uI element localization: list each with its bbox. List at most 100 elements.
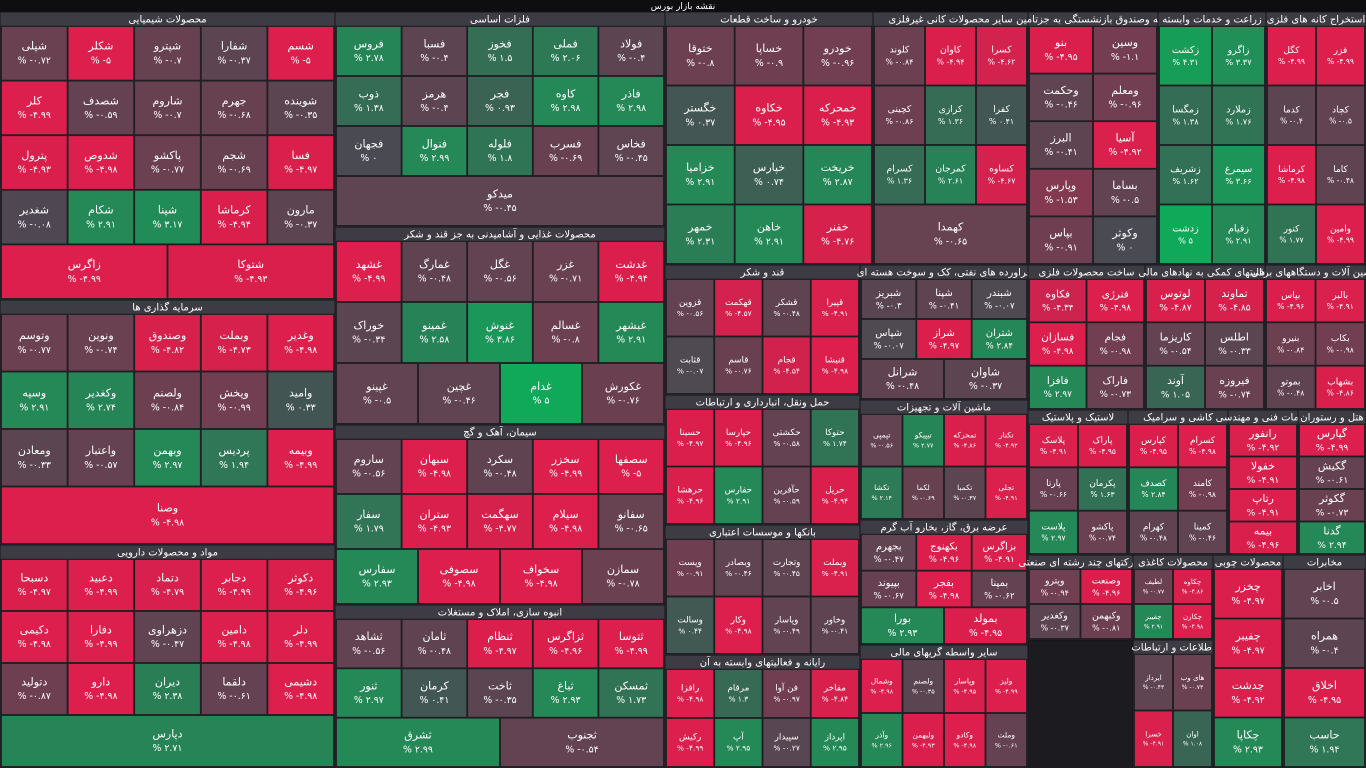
tile-value: ۲.۹۵ % xyxy=(726,744,750,753)
tile-symbol: کچاد xyxy=(1332,105,1349,115)
tile-symbol: وتوسم xyxy=(19,329,50,342)
tile-symbol: زمگسا xyxy=(1172,103,1199,115)
tile: بیمه ۴.۹۶- % xyxy=(1229,521,1297,554)
sector-header xyxy=(860,400,1028,414)
tile-rect xyxy=(1229,521,1297,554)
tile-value: ۰.۸۴- % xyxy=(151,402,184,413)
tile-rect xyxy=(1299,456,1365,489)
tile: ومعلم ۰.۹۶- % xyxy=(1093,73,1157,122)
tile-value: ۴.۹۸- % xyxy=(549,524,582,535)
tile-value: ۴.۸۶- % xyxy=(1182,588,1203,595)
tile-value: ۰.۴- % xyxy=(1310,645,1338,656)
tile-value: ۴.۹۸- % xyxy=(84,165,117,176)
tile-rect xyxy=(200,429,268,487)
tile-value: ۲.۹۱ % xyxy=(19,402,49,413)
tile-symbol: وصنعت xyxy=(1092,575,1121,586)
tile: رتاپ ۴.۹۱- % xyxy=(1229,489,1297,522)
tile: دکوثر ۴.۹۶- % xyxy=(267,559,334,611)
tile-rect xyxy=(200,26,268,81)
tile-rect xyxy=(1029,121,1093,169)
tile-rect xyxy=(1078,424,1127,468)
tile-rect xyxy=(336,363,418,424)
tile-rect xyxy=(985,713,1027,767)
tile-value: ۰.۶۶- % xyxy=(1040,490,1067,499)
tile-value: ۲.۹۸ % xyxy=(616,103,646,114)
tile-value: ۰.۴۶- % xyxy=(725,569,751,578)
tile: های وب ۰.۷۳- % xyxy=(1173,654,1212,711)
tile-value: ۱.۷۶ % xyxy=(1225,116,1251,126)
tile-value: ۴.۹۸- % xyxy=(151,517,184,528)
tile-value: ۴.۹۱- % xyxy=(995,494,1018,502)
tile-symbol: فاذر xyxy=(621,87,641,100)
tile: ثجنوب ۰.۵۴- % xyxy=(500,717,664,767)
sector: محصولات شیمیایی شسم ۵- % شفارا ۰.۳۷- % شپترو ۰… xyxy=(0,11,336,301)
tile: سفانو ۰.۶۵- % xyxy=(598,494,664,549)
tile: اخلاق ۴.۹۵- % xyxy=(1284,668,1365,718)
tile-value: ۴.۹۹- % xyxy=(677,744,703,753)
tile-rect xyxy=(1029,322,1087,366)
tile-rect xyxy=(1299,521,1365,554)
tile: فیروزه ۰.۷۴- % xyxy=(1205,365,1264,409)
tile-symbol: وپارس xyxy=(1046,179,1076,192)
tile: سفارس ۲.۹۳ % xyxy=(336,549,418,604)
tile-rect xyxy=(1229,424,1297,457)
sector-header xyxy=(665,265,860,279)
tile-symbol: ثنظام xyxy=(487,630,513,643)
tile-symbol: شاوان xyxy=(971,365,1000,378)
tile-symbol: سیلام xyxy=(553,508,579,521)
tile-value: ۴.۹۸- % xyxy=(725,626,751,635)
sector-name: خدمات فنی و مهندسی xyxy=(1216,413,1311,424)
tile-symbol: خفنر xyxy=(826,221,849,234)
tile-rect xyxy=(1,611,68,663)
tile: فخاس ۰.۴۵- % xyxy=(598,126,664,176)
sector: ساخت محصولات فلزی فنرژی ۴.۹۸- % فکاوه ۴.۳۴- … xyxy=(1027,264,1146,411)
tile: بشهاب ۴.۸۶- % xyxy=(1315,365,1365,409)
tile-symbol: شجم xyxy=(222,149,246,162)
tile-rect xyxy=(666,26,735,86)
sector-header xyxy=(1228,410,1298,424)
tile-rect xyxy=(267,371,334,429)
tile-symbol: سکرد xyxy=(487,453,513,466)
tile: وسین ۱.۱- % xyxy=(1093,26,1157,74)
tile-value: ۰.۶۹- % xyxy=(549,153,582,164)
tile-rect xyxy=(1080,604,1132,639)
tile-symbol: ثزاگرس xyxy=(547,630,584,643)
tile-symbol: همراه xyxy=(1311,630,1338,643)
tile-rect xyxy=(336,668,402,718)
tile-symbol: زقیام xyxy=(1228,223,1249,234)
sector-header xyxy=(873,12,1028,26)
tile-value: ۰.۸۴- % xyxy=(1277,345,1304,354)
tile: میدکو ۰.۴۵- % xyxy=(336,176,664,226)
tile-symbol: سفار xyxy=(356,508,380,521)
sector-header xyxy=(665,655,860,669)
tile-rect xyxy=(598,241,664,302)
tile-value: ۰.۹۹- % xyxy=(217,402,250,413)
tile-rect xyxy=(714,539,763,597)
tile-rect xyxy=(762,336,811,394)
tile-rect xyxy=(1078,510,1127,554)
tile-value: ۴.۹۵- % xyxy=(969,628,1002,639)
tile: دارو ۴.۹۸- % xyxy=(67,663,135,715)
tile-symbol: سفانو xyxy=(617,508,645,521)
sector-header xyxy=(335,425,665,439)
tile: فلوله ۱.۸ % xyxy=(467,126,533,176)
tile-symbol: وپترو xyxy=(1044,575,1065,586)
tile-rect xyxy=(666,409,715,467)
tile: چکاپا ۲.۹۳ % xyxy=(1214,717,1282,767)
tile-value: ۲.۷۷ % xyxy=(913,442,934,450)
tile-rect xyxy=(1,26,68,81)
tile-rect xyxy=(1129,424,1178,468)
tile-rect xyxy=(134,314,201,372)
tile: آوند ۱.۰۵ % xyxy=(1146,365,1205,409)
tile-symbol: قثابت xyxy=(680,355,701,365)
tile-rect xyxy=(762,409,811,467)
tile-rect xyxy=(762,466,811,524)
tile: چفیبر ۲.۹۱ % xyxy=(1134,604,1173,639)
